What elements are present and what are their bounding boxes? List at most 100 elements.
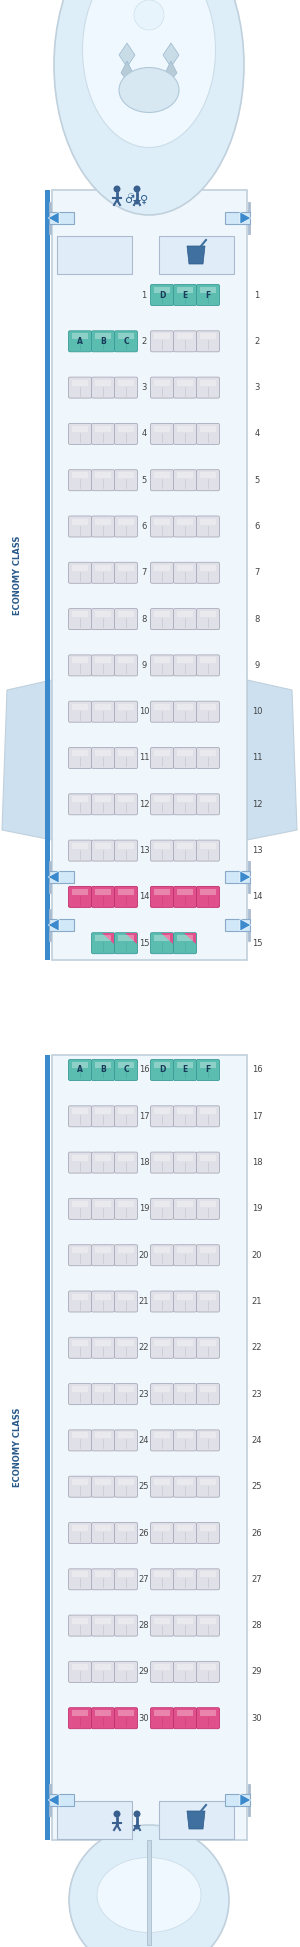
Bar — [118, 1478, 134, 1486]
Bar — [95, 703, 111, 711]
Polygon shape — [125, 933, 137, 944]
Text: B: B — [100, 1065, 106, 1075]
Ellipse shape — [69, 1824, 229, 1947]
Bar — [118, 935, 134, 940]
Bar — [95, 518, 111, 524]
Bar — [95, 473, 111, 479]
Bar — [118, 1108, 134, 1114]
Bar — [57, 1801, 132, 1840]
FancyBboxPatch shape — [151, 1244, 173, 1266]
Text: 17: 17 — [139, 1112, 149, 1121]
Bar — [95, 1061, 111, 1069]
Bar — [118, 1155, 134, 1160]
FancyBboxPatch shape — [173, 1291, 196, 1312]
FancyBboxPatch shape — [115, 1708, 137, 1729]
Bar — [72, 473, 88, 479]
Circle shape — [134, 185, 140, 193]
Bar — [200, 1248, 216, 1254]
Bar — [118, 1201, 134, 1207]
FancyBboxPatch shape — [92, 701, 115, 722]
FancyBboxPatch shape — [68, 1429, 92, 1451]
FancyBboxPatch shape — [173, 1059, 196, 1081]
Bar — [200, 843, 216, 849]
Bar — [200, 1478, 216, 1486]
Bar — [118, 1433, 134, 1439]
FancyBboxPatch shape — [68, 516, 92, 537]
Bar — [95, 1571, 111, 1577]
Text: 18: 18 — [252, 1158, 262, 1166]
Bar — [95, 1108, 111, 1114]
Bar — [200, 565, 216, 570]
Text: ♀: ♀ — [140, 195, 148, 204]
Bar — [95, 1386, 111, 1392]
FancyBboxPatch shape — [115, 516, 137, 537]
FancyBboxPatch shape — [68, 469, 92, 491]
FancyBboxPatch shape — [92, 794, 115, 814]
FancyBboxPatch shape — [115, 886, 137, 907]
Text: 16: 16 — [252, 1065, 262, 1075]
Bar — [118, 1571, 134, 1577]
Text: 20: 20 — [139, 1250, 149, 1260]
FancyBboxPatch shape — [68, 1523, 92, 1544]
Bar — [95, 658, 111, 664]
FancyBboxPatch shape — [68, 1244, 92, 1266]
Bar — [177, 1618, 193, 1624]
FancyBboxPatch shape — [151, 378, 173, 397]
Text: 24: 24 — [252, 1435, 262, 1445]
FancyBboxPatch shape — [151, 422, 173, 444]
FancyBboxPatch shape — [173, 1244, 196, 1266]
Text: 29: 29 — [139, 1667, 149, 1676]
FancyBboxPatch shape — [173, 1616, 196, 1635]
Bar — [49, 212, 74, 224]
Bar — [154, 286, 170, 292]
Bar — [154, 703, 170, 711]
FancyBboxPatch shape — [92, 469, 115, 491]
Bar — [72, 1293, 88, 1299]
FancyBboxPatch shape — [151, 1338, 173, 1359]
Polygon shape — [187, 245, 205, 265]
Bar — [177, 1386, 193, 1392]
Polygon shape — [247, 680, 297, 839]
Bar — [200, 1108, 216, 1114]
FancyBboxPatch shape — [92, 609, 115, 629]
FancyBboxPatch shape — [196, 701, 220, 722]
Polygon shape — [48, 919, 59, 931]
Bar — [200, 380, 216, 386]
Text: 28: 28 — [139, 1622, 149, 1630]
FancyBboxPatch shape — [115, 748, 137, 769]
Text: 26: 26 — [252, 1528, 262, 1538]
Bar — [118, 1525, 134, 1530]
Text: 2: 2 — [254, 337, 260, 347]
Bar — [49, 1793, 74, 1807]
FancyBboxPatch shape — [68, 563, 92, 584]
FancyBboxPatch shape — [173, 422, 196, 444]
FancyBboxPatch shape — [173, 1338, 196, 1359]
FancyBboxPatch shape — [196, 1384, 220, 1404]
Bar — [154, 658, 170, 664]
Bar — [177, 1525, 193, 1530]
Text: 7: 7 — [254, 569, 260, 578]
FancyBboxPatch shape — [173, 886, 196, 907]
FancyBboxPatch shape — [151, 1569, 173, 1591]
FancyBboxPatch shape — [115, 1429, 137, 1451]
Bar — [154, 1248, 170, 1254]
Polygon shape — [2, 680, 52, 839]
Polygon shape — [147, 1840, 151, 1945]
FancyBboxPatch shape — [196, 422, 220, 444]
FancyBboxPatch shape — [68, 886, 92, 907]
Text: 14: 14 — [139, 892, 149, 901]
Text: A: A — [77, 337, 83, 347]
Bar — [177, 890, 193, 896]
Bar — [154, 1525, 170, 1530]
Bar — [72, 1061, 88, 1069]
FancyBboxPatch shape — [115, 609, 137, 629]
Bar — [72, 565, 88, 570]
Bar — [200, 1709, 216, 1715]
Bar — [154, 333, 170, 339]
FancyBboxPatch shape — [196, 1153, 220, 1174]
Bar — [118, 1709, 134, 1715]
FancyBboxPatch shape — [173, 839, 196, 861]
FancyBboxPatch shape — [115, 378, 137, 397]
Text: 23: 23 — [139, 1390, 149, 1398]
Bar — [118, 843, 134, 849]
